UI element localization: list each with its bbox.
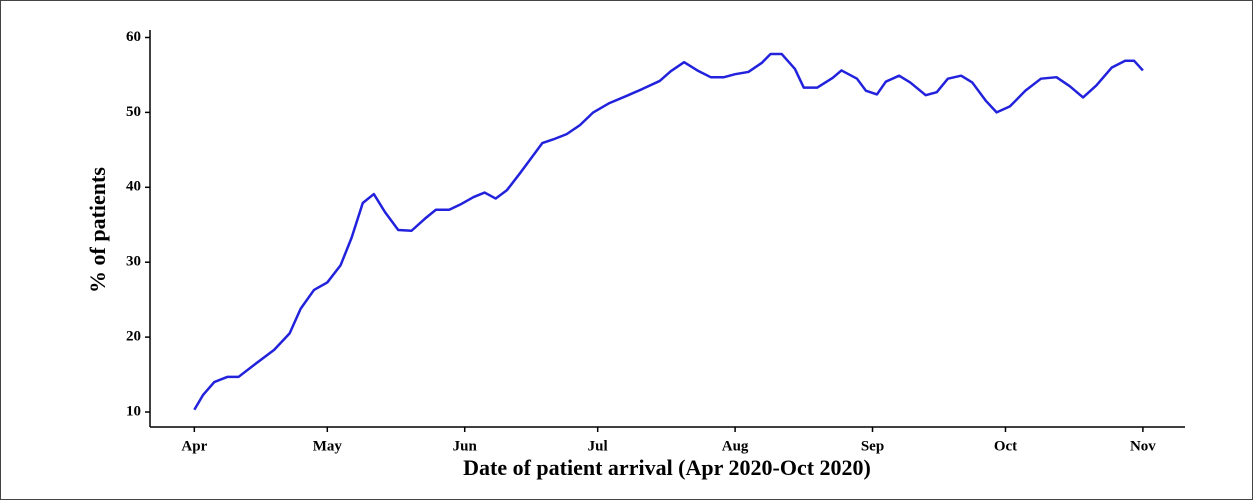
y-tick-label: 60 (126, 29, 141, 45)
x-tick-label: Oct (994, 438, 1017, 454)
x-tick-label: Jul (588, 438, 608, 454)
y-tick-label: 20 (126, 329, 141, 345)
x-tick-label: Nov (1130, 438, 1156, 454)
x-tick-label: Apr (181, 438, 207, 454)
x-tick-label: Jun (453, 438, 478, 454)
x-tick-label: Aug (722, 438, 749, 454)
y-tick-label: 50 (126, 104, 141, 120)
y-tick-label: 40 (126, 179, 141, 195)
data-line (193, 52, 1144, 411)
x-tick-label: May (313, 438, 343, 454)
x-axis-title: Date of patient arrival (Apr 2020-Oct 20… (463, 455, 871, 480)
y-axis-title: % of patients (85, 167, 110, 293)
y-tick-label: 10 (126, 403, 141, 419)
x-tick-label: Sep (861, 438, 884, 454)
y-tick-label: 30 (126, 254, 141, 270)
